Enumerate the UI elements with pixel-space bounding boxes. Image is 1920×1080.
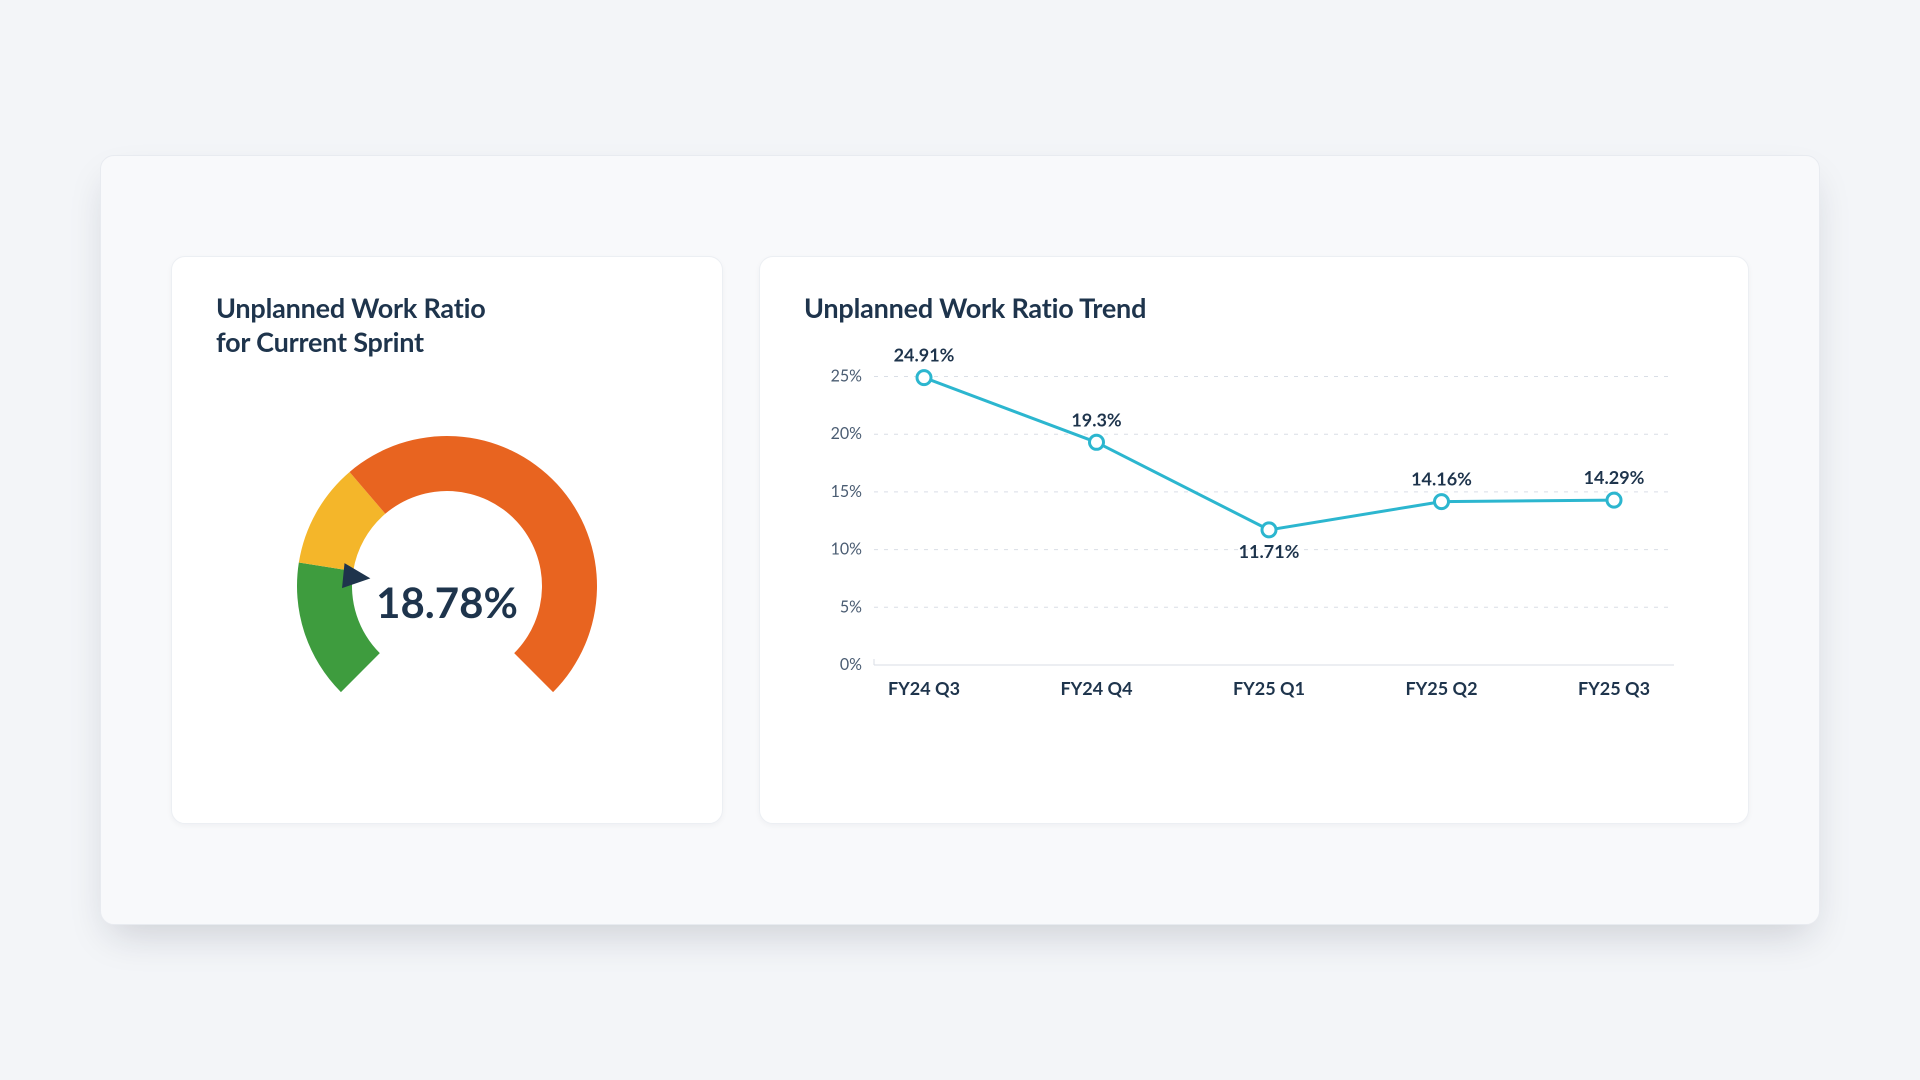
trend-card-title: Unplanned Work Ratio Trend xyxy=(804,291,1704,325)
trend-line xyxy=(924,377,1614,529)
trend-marker xyxy=(1262,523,1276,537)
y-tick-label: 10% xyxy=(831,539,863,558)
dashboard-panel: Unplanned Work Ratio for Current Sprint … xyxy=(100,155,1820,925)
x-tick-label: FY25 Q2 xyxy=(1405,677,1477,699)
gauge-needle-icon xyxy=(342,563,370,588)
trend-data-label: 19.3% xyxy=(1071,408,1122,430)
y-tick-label: 15% xyxy=(831,482,863,501)
gauge-value-label: 18.78% xyxy=(376,577,518,627)
trend-data-label: 24.91% xyxy=(894,345,955,366)
gauge-segment xyxy=(350,436,597,692)
trend-marker xyxy=(1090,435,1104,449)
y-tick-label: 5% xyxy=(840,597,862,616)
gauge-chart: 18.78% xyxy=(216,359,678,794)
trend-chart: 0% 5% 10% 15% 20% 25% 24.91% FY24 Q3 19.3% FY24 Q… xyxy=(804,325,1704,793)
trend-marker xyxy=(1435,494,1449,508)
gauge-segment xyxy=(297,562,380,692)
gauge-svg xyxy=(267,411,627,741)
gauge-card-title: Unplanned Work Ratio for Current Sprint xyxy=(216,291,678,359)
trend-svg: 0% 5% 10% 15% 20% 25% 24.91% FY24 Q3 19.3% FY24 Q… xyxy=(804,345,1704,725)
trend-marker xyxy=(917,370,931,384)
y-tick-label: 0% xyxy=(840,655,862,674)
x-tick-label: FY24 Q3 xyxy=(888,677,960,699)
gauge-title-line1: Unplanned Work Ratio xyxy=(216,291,486,324)
y-tick-label: 20% xyxy=(831,424,863,443)
x-tick-label: FY25 Q1 xyxy=(1233,677,1305,699)
trend-marker xyxy=(1607,493,1621,507)
trend-card: Unplanned Work Ratio Trend 0% 5% 10% 15% 20%… xyxy=(759,256,1749,824)
gauge-title-line2: for Current Sprint xyxy=(216,325,424,358)
trend-data-label: 14.29% xyxy=(1584,466,1645,488)
trend-data-label: 11.71% xyxy=(1239,540,1300,562)
x-tick-label: FY24 Q4 xyxy=(1060,677,1132,699)
gauge-card: Unplanned Work Ratio for Current Sprint … xyxy=(171,256,723,824)
y-tick-label: 25% xyxy=(831,366,863,385)
trend-data-label: 14.16% xyxy=(1411,467,1472,489)
x-tick-label: FY25 Q3 xyxy=(1578,677,1650,699)
